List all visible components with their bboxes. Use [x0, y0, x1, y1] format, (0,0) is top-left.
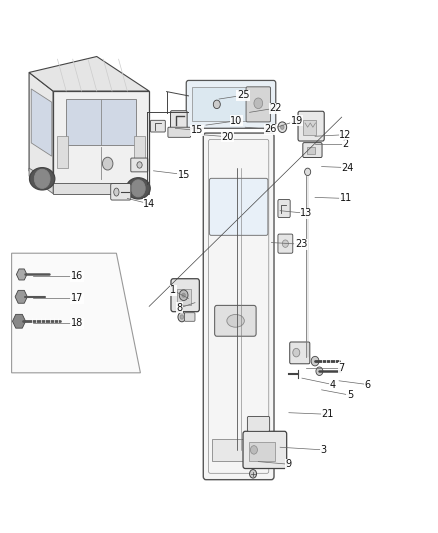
Polygon shape [31, 89, 52, 156]
Text: 26: 26 [264, 124, 277, 134]
Ellipse shape [29, 167, 55, 190]
Polygon shape [29, 72, 53, 184]
FancyBboxPatch shape [131, 158, 148, 172]
Text: 1: 1 [170, 286, 176, 295]
Bar [57, 136, 68, 168]
FancyBboxPatch shape [171, 279, 199, 312]
Text: 12: 12 [339, 130, 352, 140]
Circle shape [213, 100, 220, 109]
Text: 16: 16 [71, 271, 83, 281]
Bar [307, 148, 315, 154]
Text: 18: 18 [71, 318, 83, 328]
Circle shape [34, 169, 50, 188]
FancyBboxPatch shape [111, 183, 131, 200]
Text: 19: 19 [290, 116, 303, 126]
Text: 20: 20 [222, 132, 234, 142]
Ellipse shape [114, 188, 119, 196]
Circle shape [304, 168, 311, 175]
Text: 17: 17 [71, 293, 83, 303]
Circle shape [293, 349, 300, 357]
Bar [192, 87, 270, 122]
Ellipse shape [227, 314, 244, 327]
Circle shape [283, 240, 288, 247]
Ellipse shape [126, 177, 150, 199]
Circle shape [311, 357, 319, 366]
Text: 3: 3 [321, 445, 327, 455]
FancyBboxPatch shape [209, 179, 268, 236]
Circle shape [250, 470, 257, 478]
Text: 10: 10 [230, 116, 243, 126]
FancyBboxPatch shape [203, 133, 274, 480]
Circle shape [278, 122, 287, 133]
Text: 2: 2 [343, 139, 349, 149]
FancyBboxPatch shape [215, 305, 256, 336]
Polygon shape [53, 91, 149, 184]
Text: 23: 23 [295, 239, 307, 249]
Text: 5: 5 [347, 390, 353, 400]
Text: 15: 15 [178, 169, 190, 180]
Polygon shape [66, 99, 136, 145]
Circle shape [179, 290, 188, 301]
Bar [249, 442, 275, 461]
Circle shape [251, 446, 258, 454]
Circle shape [180, 315, 184, 319]
FancyBboxPatch shape [170, 111, 187, 129]
Text: 6: 6 [364, 379, 371, 390]
Text: 21: 21 [321, 409, 333, 419]
Text: 7: 7 [338, 362, 344, 373]
Text: 15: 15 [191, 125, 203, 135]
FancyBboxPatch shape [278, 199, 290, 217]
Text: 11: 11 [339, 193, 352, 204]
Bar [177, 289, 191, 305]
Bar [212, 439, 265, 461]
Polygon shape [12, 253, 141, 373]
Circle shape [137, 162, 142, 168]
Text: 14: 14 [143, 199, 155, 209]
Circle shape [254, 98, 263, 109]
Bar [303, 120, 316, 135]
FancyBboxPatch shape [278, 234, 293, 253]
FancyBboxPatch shape [186, 80, 276, 128]
Circle shape [131, 180, 145, 197]
FancyBboxPatch shape [184, 313, 195, 321]
Polygon shape [29, 56, 149, 91]
Circle shape [102, 157, 113, 170]
Text: 8: 8 [177, 303, 183, 313]
Bar [53, 183, 149, 193]
FancyBboxPatch shape [298, 111, 324, 141]
FancyBboxPatch shape [246, 87, 271, 122]
FancyBboxPatch shape [168, 127, 191, 138]
FancyBboxPatch shape [290, 342, 310, 364]
Circle shape [182, 293, 185, 297]
Circle shape [178, 312, 186, 322]
Circle shape [316, 367, 323, 375]
FancyBboxPatch shape [303, 143, 322, 158]
FancyBboxPatch shape [247, 416, 270, 431]
Text: 24: 24 [342, 163, 354, 173]
Polygon shape [29, 168, 53, 193]
Text: 22: 22 [269, 103, 282, 113]
Text: 4: 4 [329, 379, 336, 390]
Text: 13: 13 [300, 208, 312, 219]
Text: 25: 25 [237, 90, 249, 100]
Text: 9: 9 [286, 459, 292, 469]
FancyBboxPatch shape [150, 120, 165, 132]
Circle shape [281, 125, 284, 130]
FancyBboxPatch shape [243, 431, 287, 469]
Bar [134, 136, 145, 168]
